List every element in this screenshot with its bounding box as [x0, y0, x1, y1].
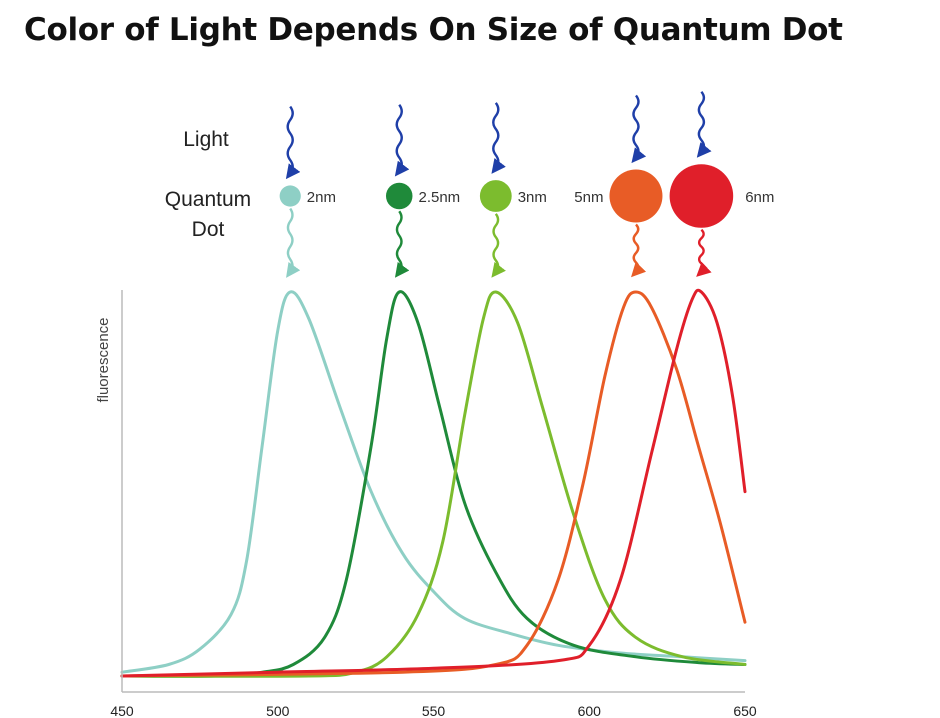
x-tick-label: 600: [578, 703, 602, 718]
x-tick-label: 550: [422, 703, 446, 718]
quantum-dot-6nm: [669, 164, 734, 228]
x-tick-label: 450: [110, 703, 134, 718]
svg-text:Dot: Dot: [192, 218, 225, 241]
dot-size-label: 3nm: [518, 189, 547, 206]
emitted-light-arrow-icon: [631, 223, 647, 278]
emitted-light-arrow-icon: [696, 228, 712, 277]
dot-size-label: 2nm: [307, 189, 336, 206]
emitted-light-arrow-icon: [491, 213, 506, 278]
emission-curve-6nm: [120, 288, 747, 678]
quantum-dots: 2nm 2.5nm 3nm 5nm 6nm: [279, 90, 774, 278]
quantum-dot-3nm: [479, 180, 512, 212]
emission-curve-5nm: [120, 290, 747, 678]
x-tick-labels: 450 500 550 600 650: [110, 703, 757, 718]
page-title: Color of Light Depends On Size of Quantu…: [24, 12, 843, 48]
incoming-light-arrow-icon: [696, 90, 712, 158]
x-tick-label: 500: [266, 703, 290, 718]
light-label: Light: [183, 128, 229, 151]
y-axis-label: fluorescence: [95, 317, 112, 402]
quantum-dot-label: Quantum Dot: [165, 188, 251, 241]
svg-text:Quantum: Quantum: [165, 188, 251, 211]
dot-size-label: 2.5nm: [418, 189, 460, 206]
dot-size-label: 5nm: [574, 189, 603, 206]
incoming-light-arrow-icon: [491, 102, 506, 174]
dot-size-label: 6nm: [745, 189, 774, 206]
emission-curve-3nm: [120, 290, 747, 678]
emission-curve-2.5nm: [120, 290, 747, 678]
x-tick-label: 650: [733, 703, 757, 718]
emitted-light-arrow-icon: [286, 207, 301, 278]
incoming-light-arrow-icon: [394, 104, 410, 177]
incoming-light-arrow-icon: [631, 94, 647, 164]
quantum-dot-5nm: [609, 169, 663, 223]
svg-text:Light: Light: [183, 128, 229, 151]
emitted-light-arrow-icon: [394, 210, 410, 278]
emission-curve-2nm: [120, 290, 747, 674]
quantum-dot-2nm: [279, 185, 301, 207]
incoming-light-arrow-icon: [285, 105, 301, 180]
emission-curves: [120, 288, 747, 678]
quantum-dot-2.5nm: [385, 182, 413, 210]
